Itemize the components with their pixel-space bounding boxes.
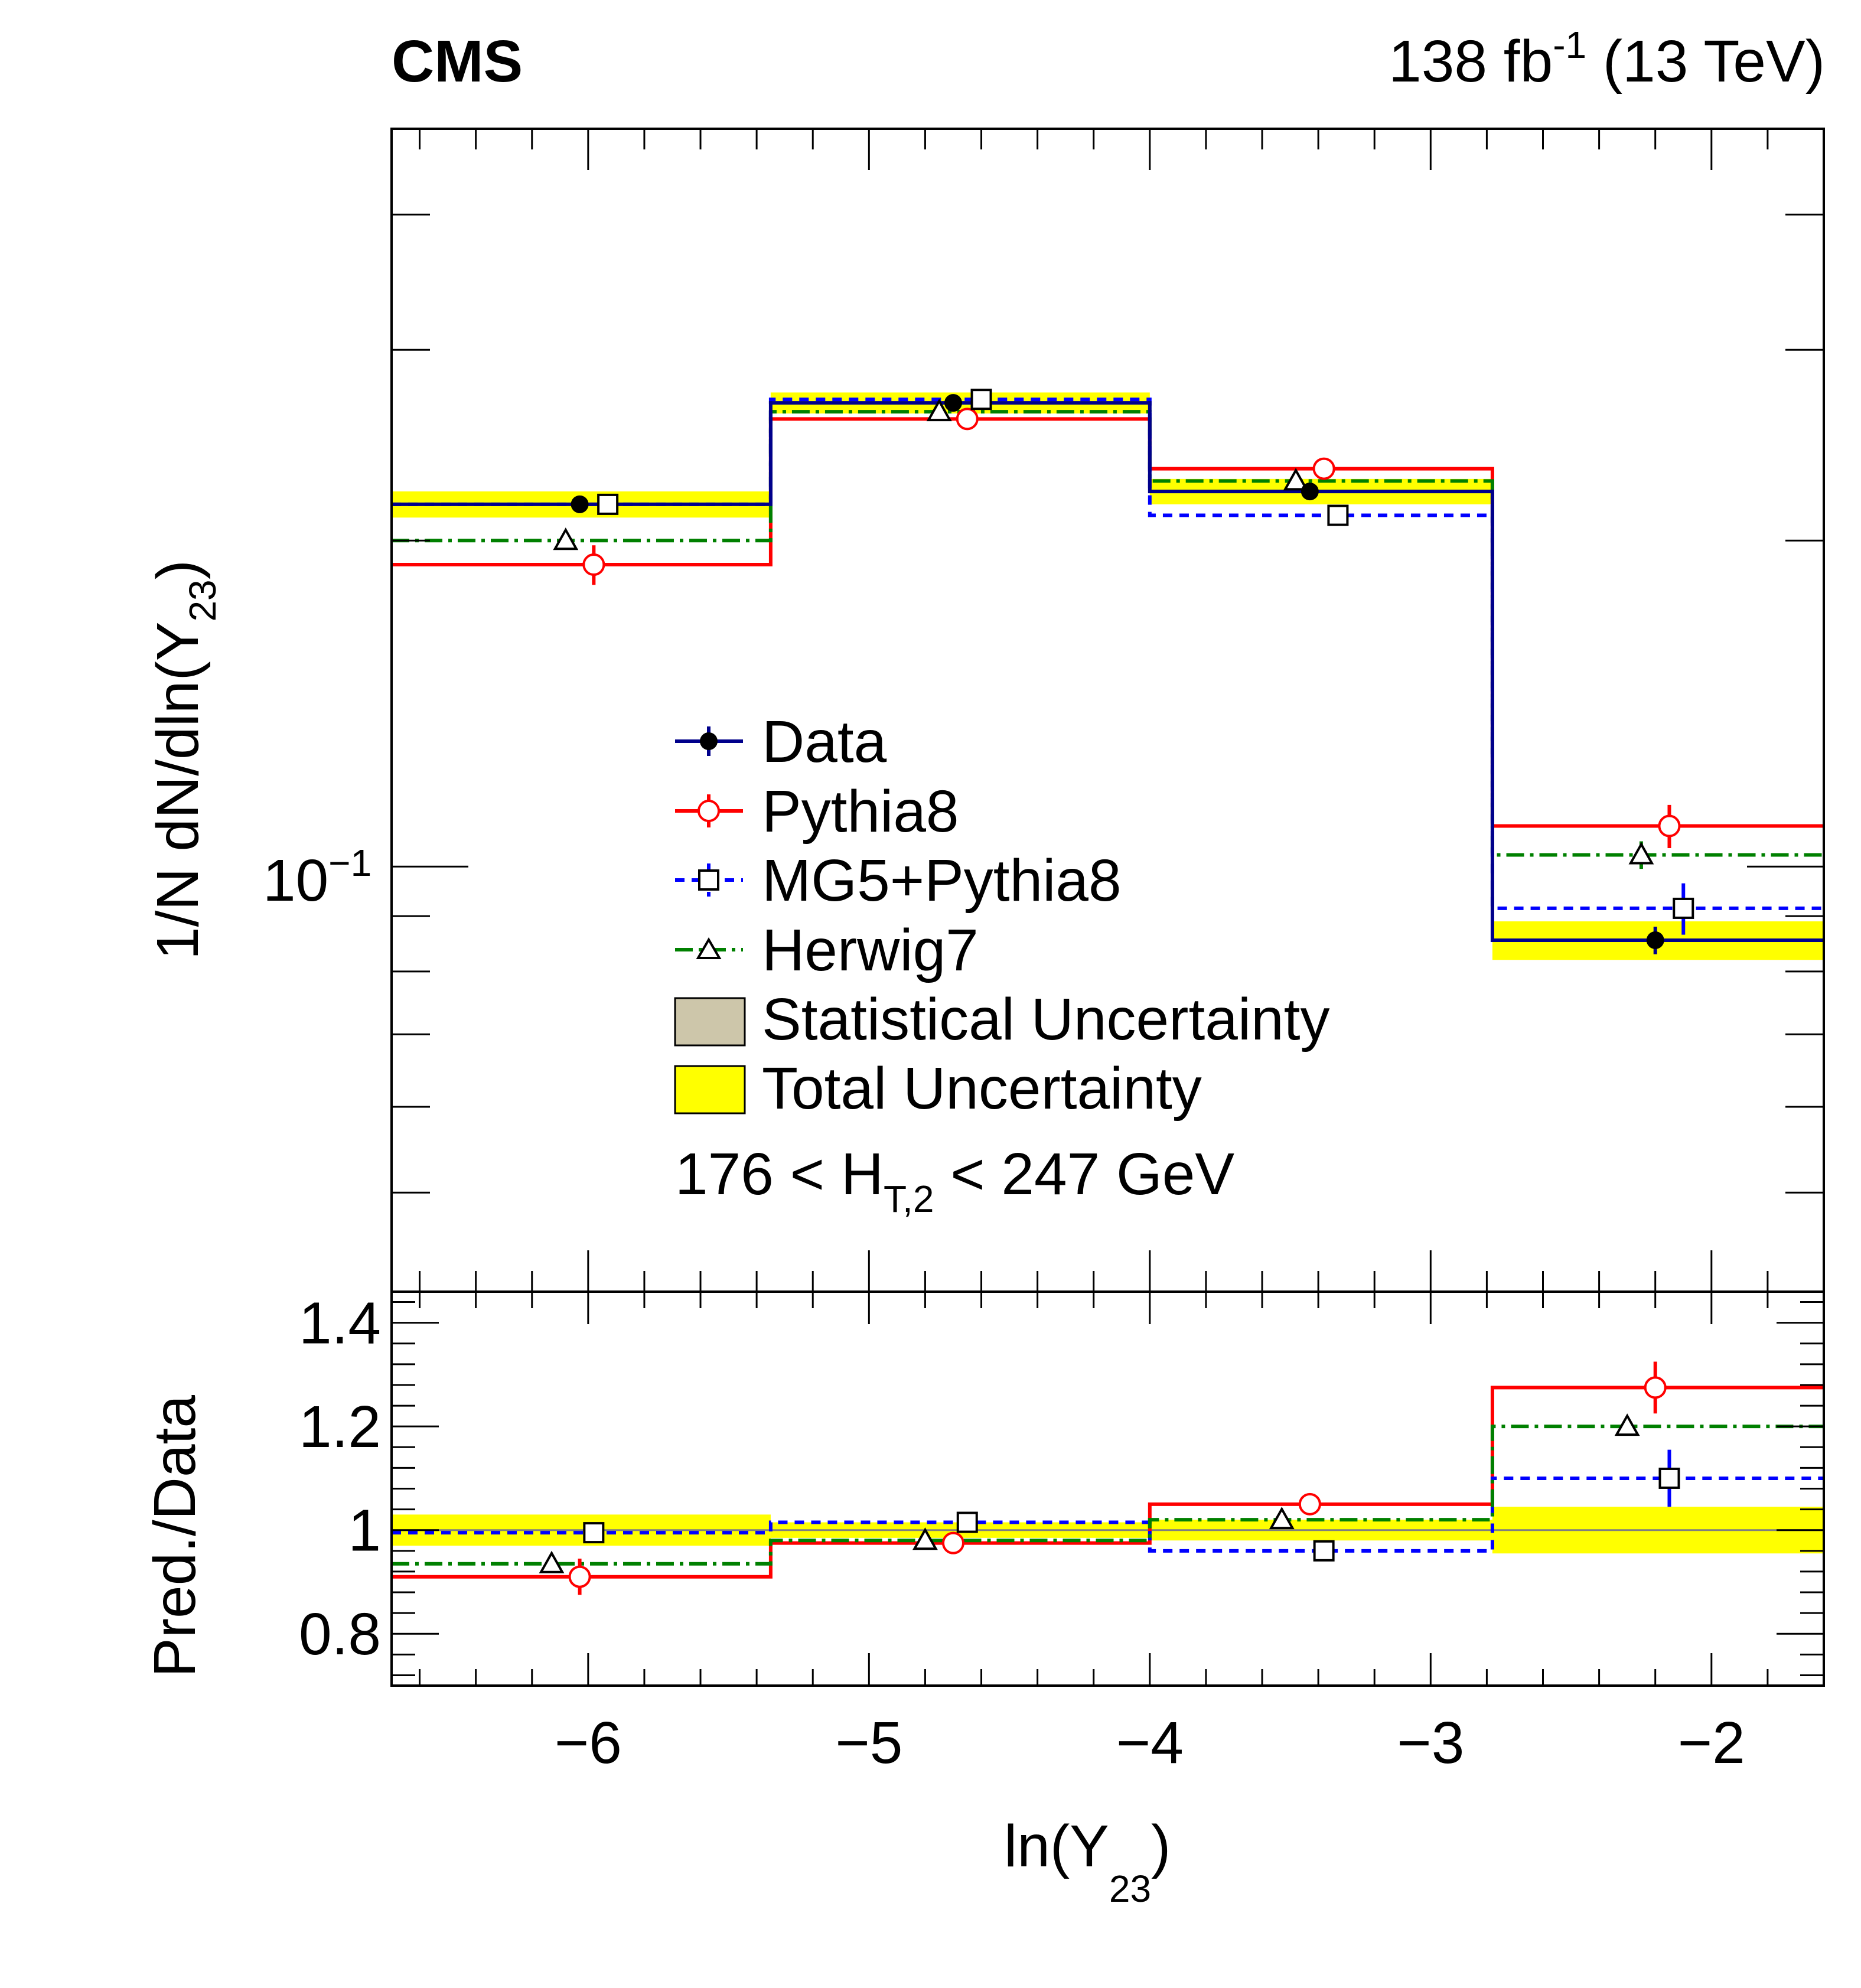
x-tick-label: −2 [1678,1710,1745,1776]
ratio-marker-pythia-1 [941,1531,964,1554]
main-line-herwig [392,410,1824,857]
main-line-pythia [392,417,1824,828]
ytick-base: 10 [263,848,328,914]
legend-entry-herwig7: Herwig7 [675,917,979,983]
legend-label-pythia8: Pythia8 [762,778,959,845]
ratio-y-axis-label: Pred./Data [142,1395,208,1677]
main-ylabel-subscript: 23 [181,579,224,621]
legend-swatch-total [674,1065,746,1114]
main-markers [553,389,1694,954]
xlabel-close: ) [1151,1813,1171,1879]
ratio-marker-mg5-1 [956,1511,978,1533]
ratio-marker-herwig-3 [1614,1413,1640,1436]
ht-subscript: T,2 [884,1178,934,1220]
main-y-axis-label: 1/N dN/dln(Y23) [145,560,224,960]
legend: Data Pythia8 MG5+Pythia8 Herwig7 Statist… [674,709,1329,1122]
axis-ticks: −6 −5 −4 −3 −2 0.8 1 1.2 1.4 [299,129,1824,1776]
ht-prefix: 176 < H [675,1141,884,1207]
x-tick-label: −3 [1397,1710,1464,1776]
x-axis-label: ln(Y23) [1004,1813,1171,1910]
main-ytick-label: 10−1 [263,842,371,914]
main-line-mg5 [392,397,1824,910]
main-line-data [392,401,1824,942]
main-marker-herwig-1 [926,399,952,422]
ht-suffix: < 247 GeV [934,1141,1234,1207]
ratio-ytick-label: 0.8 [299,1601,381,1667]
energy-label: (13 TeV) [1586,28,1825,94]
legend-entry-pythia8: Pythia8 [675,778,959,845]
legend-entry-data: Data [675,709,887,775]
legend-marker-mg5 [698,869,719,891]
main-marker-herwig-0 [553,527,579,550]
legend-marker-pythia8 [698,800,720,822]
lumi-value: 138 fb [1389,28,1553,94]
legend-entry-stat: Statistical Uncertainty [674,986,1329,1052]
ht-range-annotation: 176 < HT,2 < 247 GeV [675,1141,1234,1220]
main-marker-pythia-1 [956,408,979,431]
main-marker-herwig-3 [1628,842,1654,865]
legend-swatch-stat [674,997,746,1047]
main-marker-pythia-3 [1658,814,1681,837]
x-tick-label: −6 [555,1710,622,1776]
main-marker-pythia-2 [1312,457,1335,480]
main-marker-mg5-2 [1327,504,1349,526]
main-marker-data-2 [1301,483,1319,501]
ratio-marker-pythia-0 [568,1565,591,1588]
ratio-ytick-label: 1.4 [299,1290,381,1357]
x-tick-label: −5 [835,1710,902,1776]
ratio-marker-mg5-2 [1313,1540,1335,1562]
ratio-marker-herwig-1 [912,1527,938,1550]
main-prediction-lines [392,397,1824,942]
main-marker-mg5-3 [1673,897,1694,919]
ratio-marker-mg5-3 [1658,1467,1680,1489]
experiment-label: CMS [392,28,523,94]
legend-label-stat: Statistical Uncertainty [762,986,1329,1052]
main-marker-data-1 [944,394,962,412]
legend-label-herwig7: Herwig7 [762,917,979,983]
ratio-markers [539,1361,1680,1595]
legend-marker-herwig7 [696,937,722,959]
ratio-marker-mg5-0 [583,1522,605,1544]
ratio-panel-frame [390,1290,1825,1687]
legend-entry-total: Total Uncertainty [674,1055,1202,1122]
ratio-ytick-label: 1 [348,1498,381,1564]
ratio-marker-pythia-3 [1644,1376,1667,1399]
ratio-marker-herwig-0 [539,1550,565,1573]
main-ylabel-close: ) [145,560,211,579]
main-marker-herwig-2 [1283,468,1309,491]
main-ylabel-text: 1/N dN/dln(Y [145,622,211,960]
ratio-prediction-lines [392,1386,1824,1579]
x-tick-label: −4 [1116,1710,1184,1776]
legend-label-data: Data [762,709,887,775]
main-marker-pythia-0 [582,553,605,576]
legend-marker-data [700,732,718,750]
ratio-marker-pythia-2 [1298,1492,1321,1516]
xlabel-subscript: 23 [1109,1868,1151,1910]
lumi-label: 138 fb-1 (13 TeV) [1389,24,1825,94]
lumi-exponent: -1 [1553,24,1586,66]
main-marker-mg5-0 [597,493,619,515]
ratio-marker-herwig-2 [1269,1507,1295,1530]
legend-entry-mg5: MG5+Pythia8 [675,848,1122,914]
main-marker-data-0 [571,495,589,513]
main-marker-data-3 [1646,931,1664,949]
legend-label-mg5: MG5+Pythia8 [762,848,1122,914]
xlabel-text: ln(Y [1004,1813,1109,1879]
legend-label-total: Total Uncertainty [762,1055,1202,1122]
ratio-ytick-label: 1.2 [299,1394,381,1460]
main-marker-mg5-1 [970,389,992,410]
ytick-exponent: −1 [328,842,371,884]
